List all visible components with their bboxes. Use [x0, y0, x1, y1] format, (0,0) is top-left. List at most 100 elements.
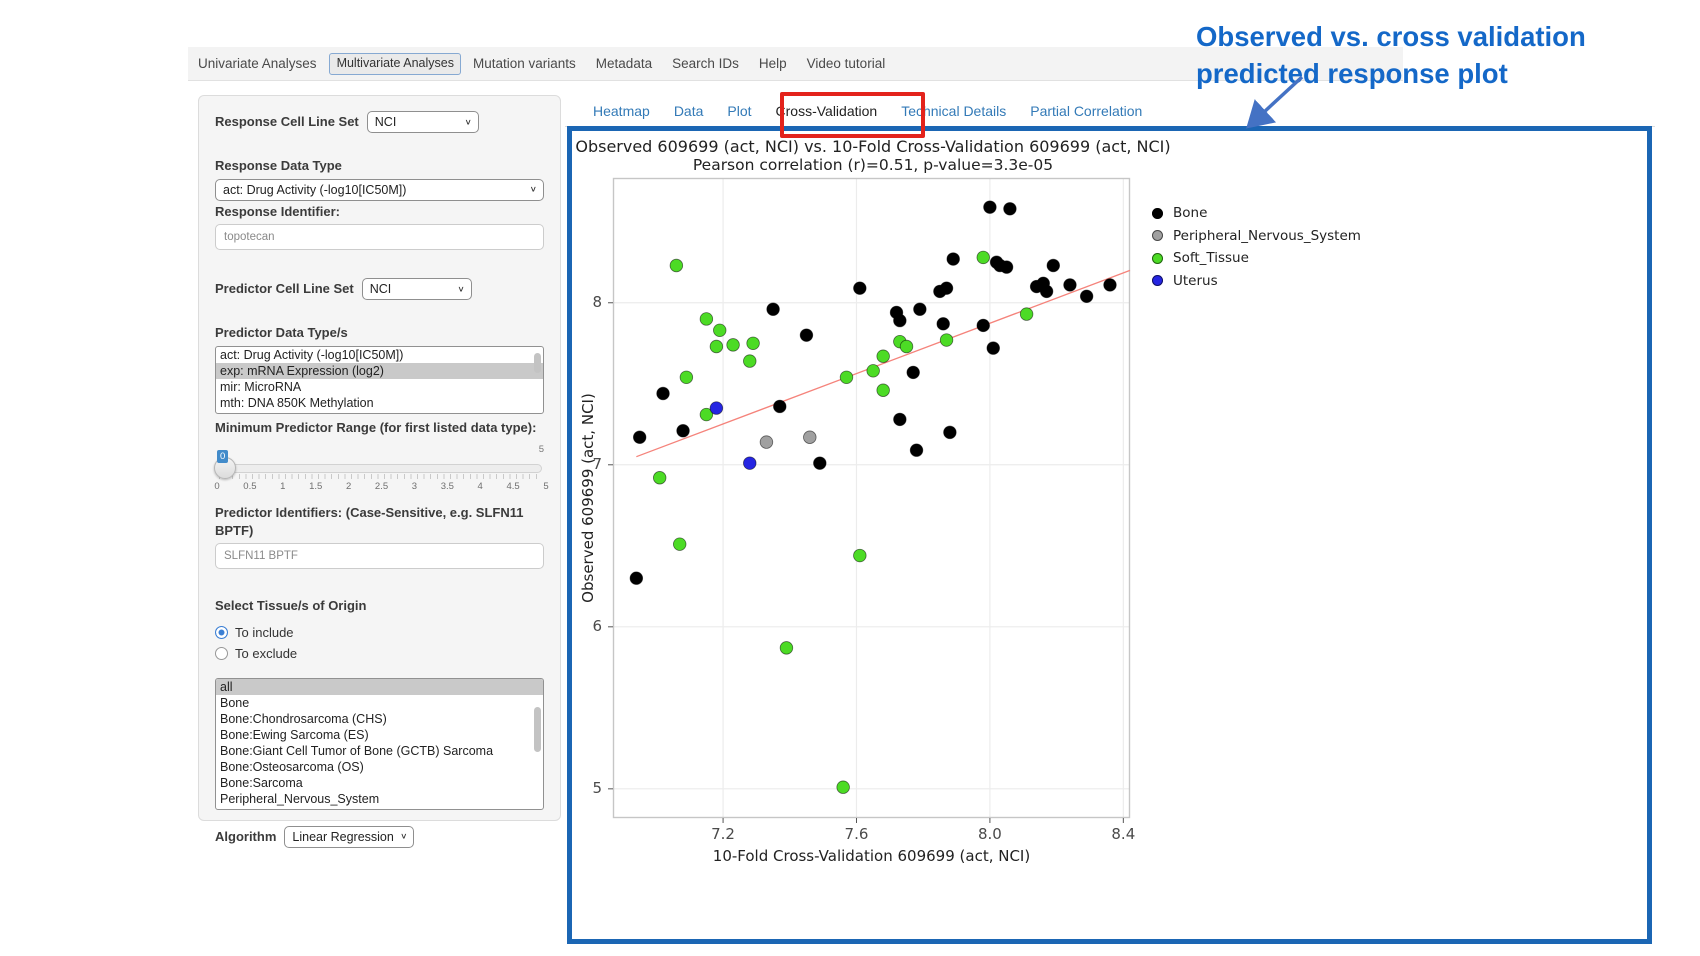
- nav-item-video-tutorial[interactable]: Video tutorial: [806, 56, 886, 71]
- plot-title: Observed 609699 (act, NCI) vs. 10-Fold C…: [575, 137, 1171, 156]
- data-point-bone: [1039, 284, 1054, 299]
- data-point-bone: [986, 341, 1000, 355]
- tab-technical-details[interactable]: Technical Details: [901, 103, 1007, 119]
- slider-track[interactable]: [217, 464, 542, 474]
- tab-partial-correlation[interactable]: Partial Correlation: [1030, 103, 1143, 119]
- plot-panel-border: [612, 177, 1131, 819]
- data-point-bone: [939, 281, 954, 295]
- tissue-option-bone-sarcoma[interactable]: Bone:Sarcoma: [220, 775, 303, 790]
- predictor-identifiers-input[interactable]: [215, 543, 544, 570]
- response-identifier-label: Response Identifier:: [215, 203, 340, 219]
- data-point-bone: [943, 425, 957, 440]
- tab-cross-validation[interactable]: Cross-Validation: [775, 103, 878, 119]
- data-point-soft-tissue: [679, 370, 694, 384]
- predictor-cell-line-set-select[interactable]: NCI ∨: [361, 278, 472, 301]
- data-point-soft-tissue: [652, 471, 667, 485]
- response-data-type-label: Response Data Type: [215, 158, 342, 173]
- data-point-soft-tissue: [853, 548, 867, 563]
- radio-to-include[interactable]: To include: [215, 622, 544, 643]
- x-tick-label: 7.6: [844, 825, 869, 843]
- nav-bar: Univariate Analyses Multivariate Analyses…: [188, 47, 1403, 81]
- data-point-soft-tissue: [899, 339, 914, 354]
- data-type-option-exp-mrna-expression-log2[interactable]: exp: mRNA Expression (log2): [216, 362, 543, 379]
- algorithm-label: Algorithm: [215, 829, 277, 845]
- data-point-bone: [946, 252, 960, 266]
- tissue-listbox: all Bone Bone:Chondrosarcoma (CHS) Bone:Ewi…: [215, 677, 544, 810]
- response-data-type-select[interactable]: act: Drug Activity (-log10[IC50M]) ∨: [215, 178, 544, 201]
- algorithm-select[interactable]: Linear Regression ∨: [284, 825, 415, 848]
- data-point-soft-tissue: [699, 312, 714, 326]
- plot-legend: Bone Peripheral_Nervous_System Soft_Tissue…: [1152, 202, 1361, 292]
- radio-button-icon[interactable]: [215, 625, 228, 639]
- scatter-plot: [608, 177, 1131, 823]
- slider-tick-1-5: 1.5: [309, 481, 323, 493]
- data-point-soft-tissue: [839, 370, 854, 384]
- nav-item-search-ids[interactable]: Search IDs: [672, 56, 739, 71]
- scrollbar-thumb[interactable]: [534, 352, 541, 373]
- slider-tick-4: 4: [477, 481, 483, 493]
- slider-tick-2-5: 2.5: [374, 481, 389, 493]
- data-point-bone: [983, 200, 997, 214]
- data-point-bone: [1046, 258, 1060, 273]
- plot-container-highlight: [567, 126, 1652, 944]
- plot-subtitle: Pearson correlation (r)=0.51, p-value=3.…: [692, 156, 1054, 174]
- response-identifier-input[interactable]: [215, 224, 544, 251]
- data-point-bone: [799, 328, 814, 342]
- slider-handle[interactable]: 0: [214, 450, 236, 480]
- tab-heatmap[interactable]: Heatmap: [593, 103, 650, 119]
- x-tick-label: 7.2: [711, 825, 735, 843]
- tab-plot[interactable]: Plot: [727, 103, 752, 119]
- data-point-bone: [853, 281, 867, 295]
- data-point-bone: [676, 424, 690, 438]
- legend-item-bone[interactable]: Bone: [1152, 202, 1361, 225]
- tissue-origin-label: Select Tissue/s of Origin: [215, 598, 367, 614]
- tissue-option-bone[interactable]: Bone: [220, 695, 250, 710]
- tissue-option-peripheral-nervous-system[interactable]: Peripheral_Nervous_System: [220, 791, 380, 806]
- predictor-cell-line-set-label: Predictor Cell Line Set: [215, 281, 354, 297]
- tissue-option-bone-ewing-sarcoma-es[interactable]: Bone:Ewing Sarcoma (ES): [220, 727, 369, 742]
- tissue-option-bone-giant-cell-tumor-of-bone-gctb-sarcoma[interactable]: Bone:Giant Cell Tumor of Bone (GCTB) Sar…: [220, 743, 494, 758]
- tissue-option-all[interactable]: all: [216, 678, 543, 695]
- data-type-option-mth-dna-850k-methylation[interactable]: mth: DNA 850K Methylation: [220, 395, 374, 410]
- data-point-bone: [656, 386, 670, 401]
- tissue-radio-group: To include To exclude: [215, 622, 544, 664]
- data-point-soft-tissue: [779, 641, 794, 655]
- nav-item-metadata[interactable]: Metadata: [595, 56, 653, 71]
- data-point-bone: [1003, 202, 1017, 216]
- chevron-down-icon: ∨: [529, 185, 537, 194]
- nav-item-help[interactable]: Help: [758, 56, 787, 71]
- radio-to-exclude[interactable]: To exclude: [215, 643, 544, 664]
- nav-item-multivariate-analyses[interactable]: Multivariate Analyses: [328, 52, 461, 75]
- predictor-data-types-listbox: act: Drug Activity (-log10[IC50M]) exp: m…: [215, 345, 544, 414]
- legend-item-peripheral-nervous-system[interactable]: Peripheral_Nervous_System: [1152, 225, 1361, 248]
- data-point-soft-tissue: [669, 258, 684, 273]
- scrollbar-thumb[interactable]: [534, 706, 541, 752]
- data-point-soft-tissue: [866, 364, 880, 378]
- data-point-bone: [1079, 289, 1094, 303]
- tab-data[interactable]: Data: [673, 103, 704, 119]
- data-point-bone: [999, 260, 1014, 274]
- data-point-bone: [906, 365, 920, 380]
- data-point-soft-tissue: [743, 354, 757, 368]
- legend-item-uterus[interactable]: Uterus: [1152, 270, 1361, 293]
- nav-item-mutation-variants[interactable]: Mutation variants: [472, 56, 576, 71]
- legend-item-soft-tissue[interactable]: Soft_Tissue: [1152, 247, 1361, 270]
- data-type-option-act-drug-activity-log10-ic50m[interactable]: act: Drug Activity (-log10[IC50M]): [220, 347, 404, 362]
- response-cell-line-set-select[interactable]: NCI ∨: [366, 111, 479, 133]
- legend-marker-icon: [1152, 252, 1163, 264]
- radio-button-icon[interactable]: [215, 646, 228, 660]
- data-point-bone: [976, 318, 990, 333]
- data-point-bone: [909, 443, 924, 457]
- nav-item-univariate-analyses[interactable]: Univariate Analyses: [198, 56, 317, 71]
- tissue-option-bone-osteosarcoma-os[interactable]: Bone:Osteosarcoma (OS): [220, 759, 364, 774]
- data-point-soft-tissue: [673, 537, 687, 551]
- data-point-bone: [893, 412, 907, 427]
- y-tick-label: 7: [592, 454, 602, 473]
- slider-tick-3: 3: [411, 481, 418, 493]
- data-point-bone: [813, 456, 827, 470]
- data-point-soft-tissue: [876, 349, 890, 363]
- data-point-soft-tissue: [836, 780, 850, 794]
- annotation-arrow: [1246, 75, 1304, 129]
- tissue-option-bone-chondrosarcoma-chs[interactable]: Bone:Chondrosarcoma (CHS): [220, 711, 387, 726]
- data-type-option-mir-microrna[interactable]: mir: MicroRNA: [220, 379, 302, 394]
